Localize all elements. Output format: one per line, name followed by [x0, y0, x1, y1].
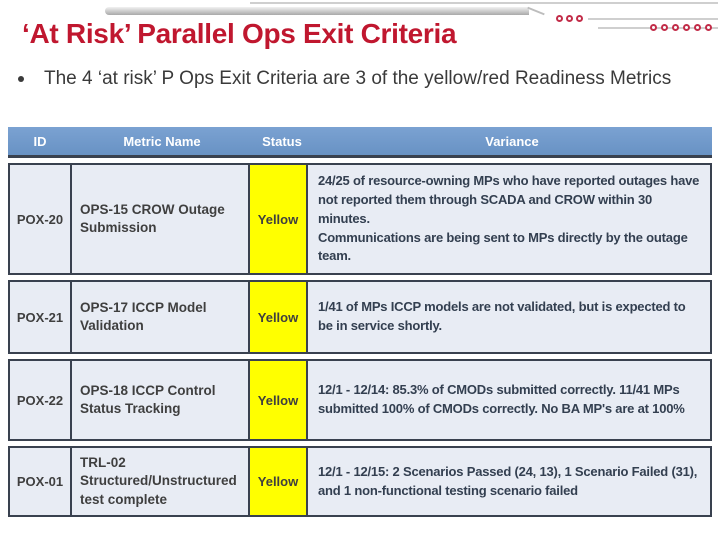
column-header-metric-name: Metric Name — [123, 133, 201, 149]
red-circle-icon — [683, 24, 690, 31]
red-circle-icon — [705, 24, 712, 31]
red-circle-icon — [672, 24, 679, 31]
red-circle-icon — [650, 24, 657, 31]
bullet-item: The 4 ‘at risk’ P Ops Exit Criteria are … — [16, 65, 702, 93]
table-row: POX-01 TRL-02 Structured/Unstructured te… — [8, 446, 712, 517]
row-variance: 12/1 - 12/15: 2 Scenarios Passed (24, 13… — [318, 463, 698, 498]
slide-title: ‘At Risk’ Parallel Ops Exit Criteria — [22, 18, 457, 49]
row-id: POX-01 — [10, 448, 72, 515]
bullet-dot-icon — [18, 76, 24, 82]
red-circle-icon — [556, 15, 563, 22]
row-metric-name: OPS-18 ICCP Control Status Tracking — [72, 361, 250, 440]
decoration-line — [588, 18, 718, 20]
circuit-decoration — [0, 0, 720, 40]
row-status-badge: Yellow — [250, 448, 308, 515]
column-header-status: Status — [262, 133, 302, 149]
row-status-badge: Yellow — [250, 165, 308, 274]
row-variance: 1/41 of MPs ICCP models are not validate… — [318, 299, 686, 334]
row-id: POX-21 — [10, 282, 72, 353]
decoration-line — [250, 2, 718, 4]
row-metric-name: TRL-02 Structured/Unstructured test comp… — [72, 448, 250, 515]
row-variance: 24/25 of resource-owning MPs who have re… — [318, 173, 700, 264]
row-status-badge: Yellow — [250, 361, 308, 440]
row-id: POX-22 — [10, 361, 72, 440]
row-metric-name: OPS-15 CROW Outage Submission — [72, 165, 250, 274]
table-row: POX-22 OPS-18 ICCP Control Status Tracki… — [8, 359, 712, 442]
red-circle-icon — [576, 15, 583, 22]
row-status-badge: Yellow — [250, 282, 308, 353]
column-header-variance: Variance — [485, 133, 539, 149]
decoration-step — [527, 6, 545, 16]
decoration-gray-bar — [105, 7, 529, 15]
bullet-text: The 4 ‘at risk’ P Ops Exit Criteria are … — [44, 68, 672, 89]
row-metric-name: OPS-17 ICCP Model Validation — [72, 282, 250, 353]
readiness-metrics-table: ID Metric Name Status Variance POX-20 OP… — [8, 127, 712, 517]
red-circle-icon — [566, 15, 573, 22]
table-header-row: ID Metric Name Status Variance — [8, 127, 712, 158]
red-circles-group — [556, 15, 583, 22]
red-circle-icon — [694, 24, 701, 31]
table-row: POX-21 OPS-17 ICCP Model Validation Yell… — [8, 280, 712, 355]
row-id: POX-20 — [10, 165, 72, 274]
table-row: POX-20 OPS-15 CROW Outage Submission Yel… — [8, 163, 712, 276]
red-circle-icon — [661, 24, 668, 31]
row-variance: 12/1 - 12/14: 85.3% of CMODs submitted c… — [318, 382, 685, 417]
red-circles-chain — [650, 24, 712, 31]
column-header-id: ID — [33, 133, 47, 149]
decoration-line — [598, 27, 718, 29]
